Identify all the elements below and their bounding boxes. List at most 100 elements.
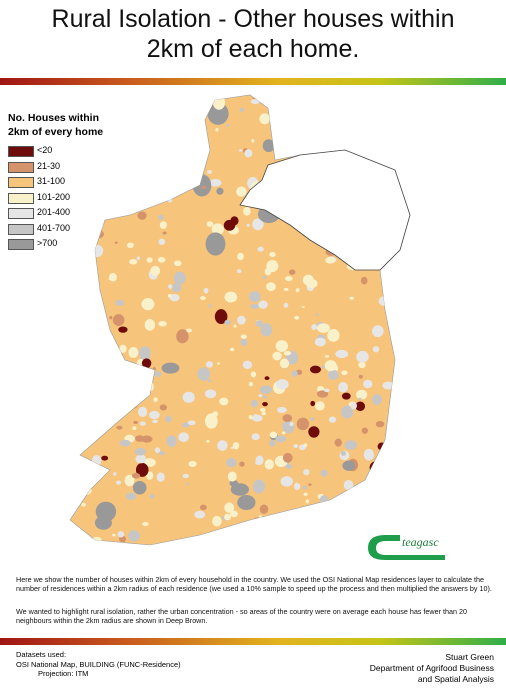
density-blob (106, 171, 113, 175)
density-blob (259, 113, 271, 125)
density-blob (199, 504, 207, 511)
density-blob (324, 355, 330, 358)
density-blob (240, 334, 247, 339)
density-blob (139, 161, 152, 173)
density-blob (134, 366, 144, 377)
density-blob (224, 513, 231, 521)
density-blob (226, 123, 230, 127)
density-blob (139, 165, 152, 180)
density-blob (237, 252, 244, 261)
density-blob (109, 315, 113, 320)
density-blob (153, 397, 158, 403)
density-blob (208, 303, 212, 308)
density-blob (372, 346, 380, 353)
density-blob (259, 385, 272, 394)
density-blob (303, 492, 308, 496)
footer-left: Datasets used: OSI National Map, BUILDIN… (16, 650, 181, 679)
density-blob (396, 461, 409, 476)
density-blob (406, 176, 410, 184)
density-blob (310, 417, 315, 422)
density-blob (200, 296, 206, 301)
density-blob (342, 524, 347, 529)
density-blob (275, 340, 289, 352)
density-blob (407, 524, 410, 534)
density-blob (327, 328, 340, 342)
density-blob (262, 275, 267, 280)
density-blob (230, 510, 238, 518)
density-blob (258, 300, 268, 309)
density-blob (185, 328, 192, 333)
density-blob (118, 326, 128, 333)
density-blob (227, 471, 237, 482)
density-blob (226, 458, 237, 468)
density-blob (385, 468, 398, 480)
legend-swatch (8, 223, 34, 235)
density-blob (152, 419, 158, 424)
density-blob (376, 462, 383, 469)
density-blob (174, 144, 179, 148)
density-blob (314, 337, 326, 347)
density-blob (275, 435, 287, 443)
density-blob (249, 291, 261, 303)
density-blob (89, 186, 102, 195)
density-blob (321, 365, 326, 369)
legend-swatch (8, 208, 34, 219)
density-blob (311, 324, 318, 330)
density-blob (204, 413, 218, 429)
density-blob (375, 421, 385, 428)
density-blob (206, 221, 214, 227)
density-blob (262, 139, 275, 153)
density-blob (162, 231, 167, 235)
density-blob (134, 447, 146, 456)
density-blob (407, 184, 410, 193)
density-blob (79, 282, 85, 289)
density-blob (302, 485, 308, 490)
density-blob (295, 288, 300, 293)
density-blob (194, 510, 206, 519)
density-blob (94, 314, 104, 324)
density-blob (294, 525, 302, 531)
density-blob (310, 400, 316, 407)
legend-label: 31-100 (37, 176, 66, 186)
density-blob (117, 531, 125, 538)
density-blob (158, 238, 166, 245)
density-blob (305, 115, 316, 124)
density-blob (165, 415, 172, 423)
density-blob (76, 470, 89, 481)
density-blob (409, 126, 410, 133)
legend-label: 401-700 (37, 222, 71, 233)
density-blob (229, 347, 235, 352)
density-blob (224, 319, 231, 325)
density-blob (119, 439, 131, 447)
density-blob (229, 479, 239, 487)
density-blob (398, 450, 409, 463)
density-blob (272, 97, 278, 103)
density-blob (323, 388, 330, 393)
density-blob (269, 431, 278, 439)
density-blob (282, 420, 295, 434)
density-blob (126, 159, 133, 165)
density-blob (195, 142, 205, 150)
density-blob (299, 508, 305, 512)
density-blob (93, 316, 98, 321)
density-blob (282, 452, 293, 463)
density-blob (207, 379, 212, 383)
density-blob (248, 381, 254, 387)
density-blob (133, 420, 138, 425)
density-blob (161, 362, 180, 374)
density-blob (402, 495, 410, 503)
density-blob (356, 389, 368, 400)
density-blob (355, 401, 366, 412)
density-blob (325, 257, 336, 264)
density-blob (335, 349, 349, 359)
density-blob (182, 391, 195, 403)
density-blob (217, 440, 228, 451)
legend-title: No. Houses within (8, 112, 100, 124)
density-blob (91, 455, 102, 467)
density-blob (262, 395, 268, 399)
density-blob (288, 269, 296, 275)
density-blob (150, 265, 161, 276)
density-blob (406, 510, 410, 519)
density-blob (139, 383, 144, 387)
density-blob (137, 96, 142, 100)
